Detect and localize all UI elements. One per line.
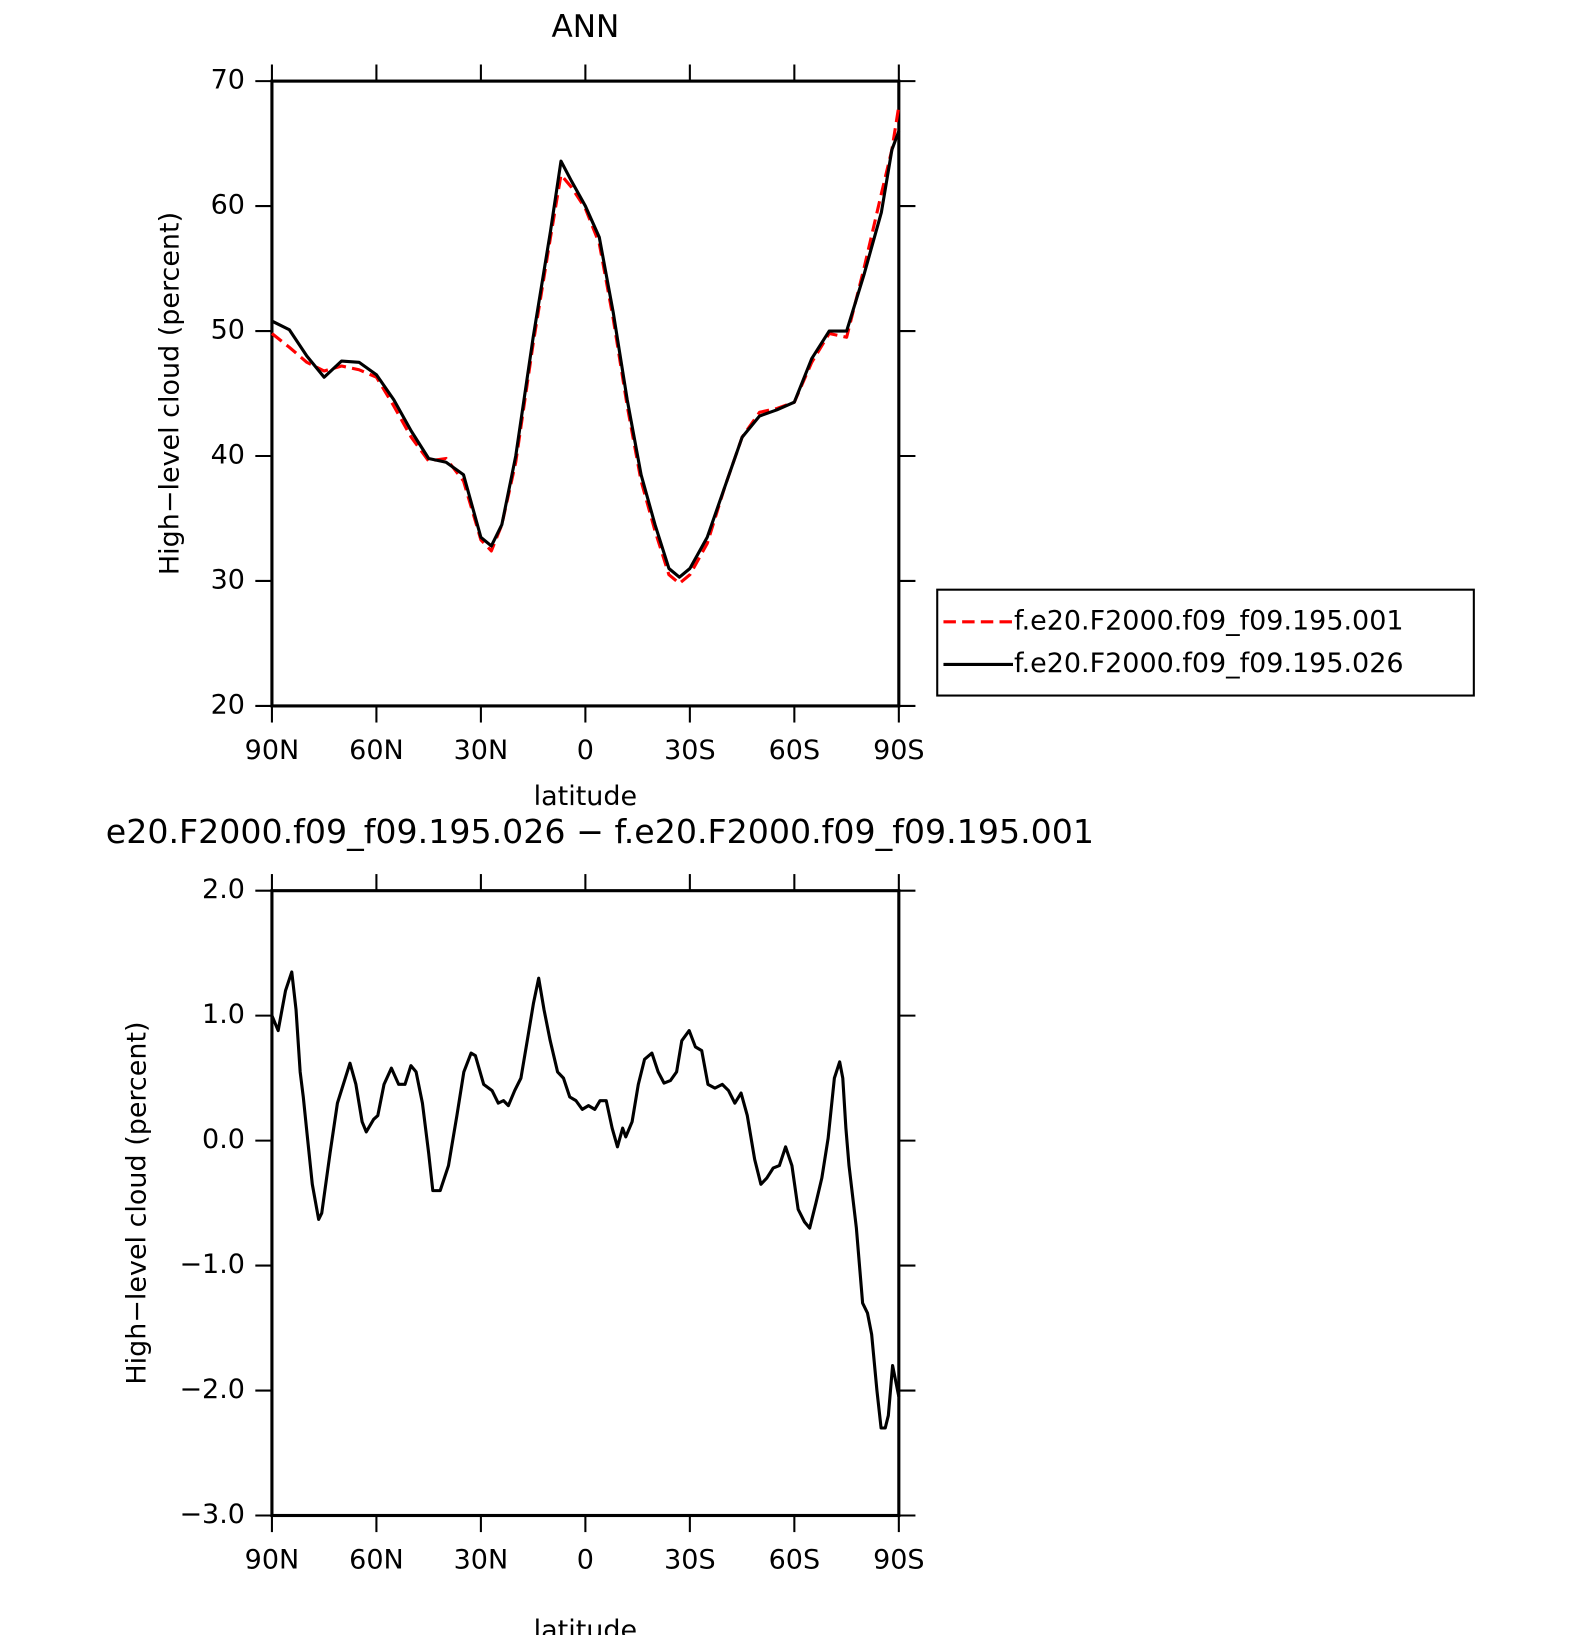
- plot-frame: [270, 889, 901, 1518]
- plot-frame: [270, 79, 901, 708]
- x-tick-label: 60S: [769, 1545, 820, 1576]
- line-series: [271, 130, 901, 579]
- y-tick-label: 60: [211, 190, 245, 221]
- line-series: [270, 105, 901, 586]
- x-tick-label: 0: [577, 1545, 594, 1576]
- chart-title: e20.F2000.f09_f09.195.026 − f.e20.F2000.…: [106, 812, 1094, 851]
- y-tick-label: −3.0: [179, 1499, 245, 1530]
- y-tick-label: 20: [211, 689, 245, 720]
- x-tick-label: 90N: [245, 1545, 299, 1576]
- y-tick-label: −2.0: [179, 1374, 245, 1405]
- x-tick-label: 90S: [873, 1545, 924, 1576]
- y-axis-label: High−level cloud (percent): [155, 212, 186, 575]
- x-tick-label: 60N: [349, 1545, 404, 1576]
- x-tick-label: 60S: [769, 735, 820, 766]
- x-tick-label: 30N: [454, 735, 508, 766]
- y-tick-label: 2.0: [202, 874, 245, 905]
- y-tick-label: 70: [211, 65, 245, 96]
- x-axis-label: latitude: [534, 1615, 637, 1635]
- x-tick-label: 30N: [454, 1545, 508, 1576]
- y-tick-label: 1.0: [202, 999, 245, 1030]
- legend-label: f.e20.F2000.f09_f09.195.001: [1014, 605, 1404, 636]
- y-tick-label: 40: [211, 439, 245, 470]
- x-tick-label: 90S: [873, 735, 924, 766]
- legend-label: f.e20.F2000.f09_f09.195.026: [1014, 648, 1404, 679]
- x-tick-label: 60N: [349, 735, 404, 766]
- x-tick-label: 30S: [664, 735, 715, 766]
- y-tick-label: −1.0: [179, 1249, 245, 1280]
- chart-title: ANN: [551, 9, 619, 45]
- y-axis-label: High−level cloud (percent): [122, 1021, 153, 1384]
- line-series: [270, 970, 901, 1430]
- x-axis-label: latitude: [534, 781, 637, 812]
- y-tick-label: 50: [211, 315, 245, 346]
- y-tick-label: 0.0: [202, 1124, 245, 1155]
- x-tick-label: 0: [577, 735, 594, 766]
- legend-box: [936, 588, 1475, 697]
- y-tick-label: 30: [211, 564, 245, 595]
- x-tick-label: 30S: [664, 1545, 715, 1576]
- x-tick-label: 90N: [245, 735, 299, 766]
